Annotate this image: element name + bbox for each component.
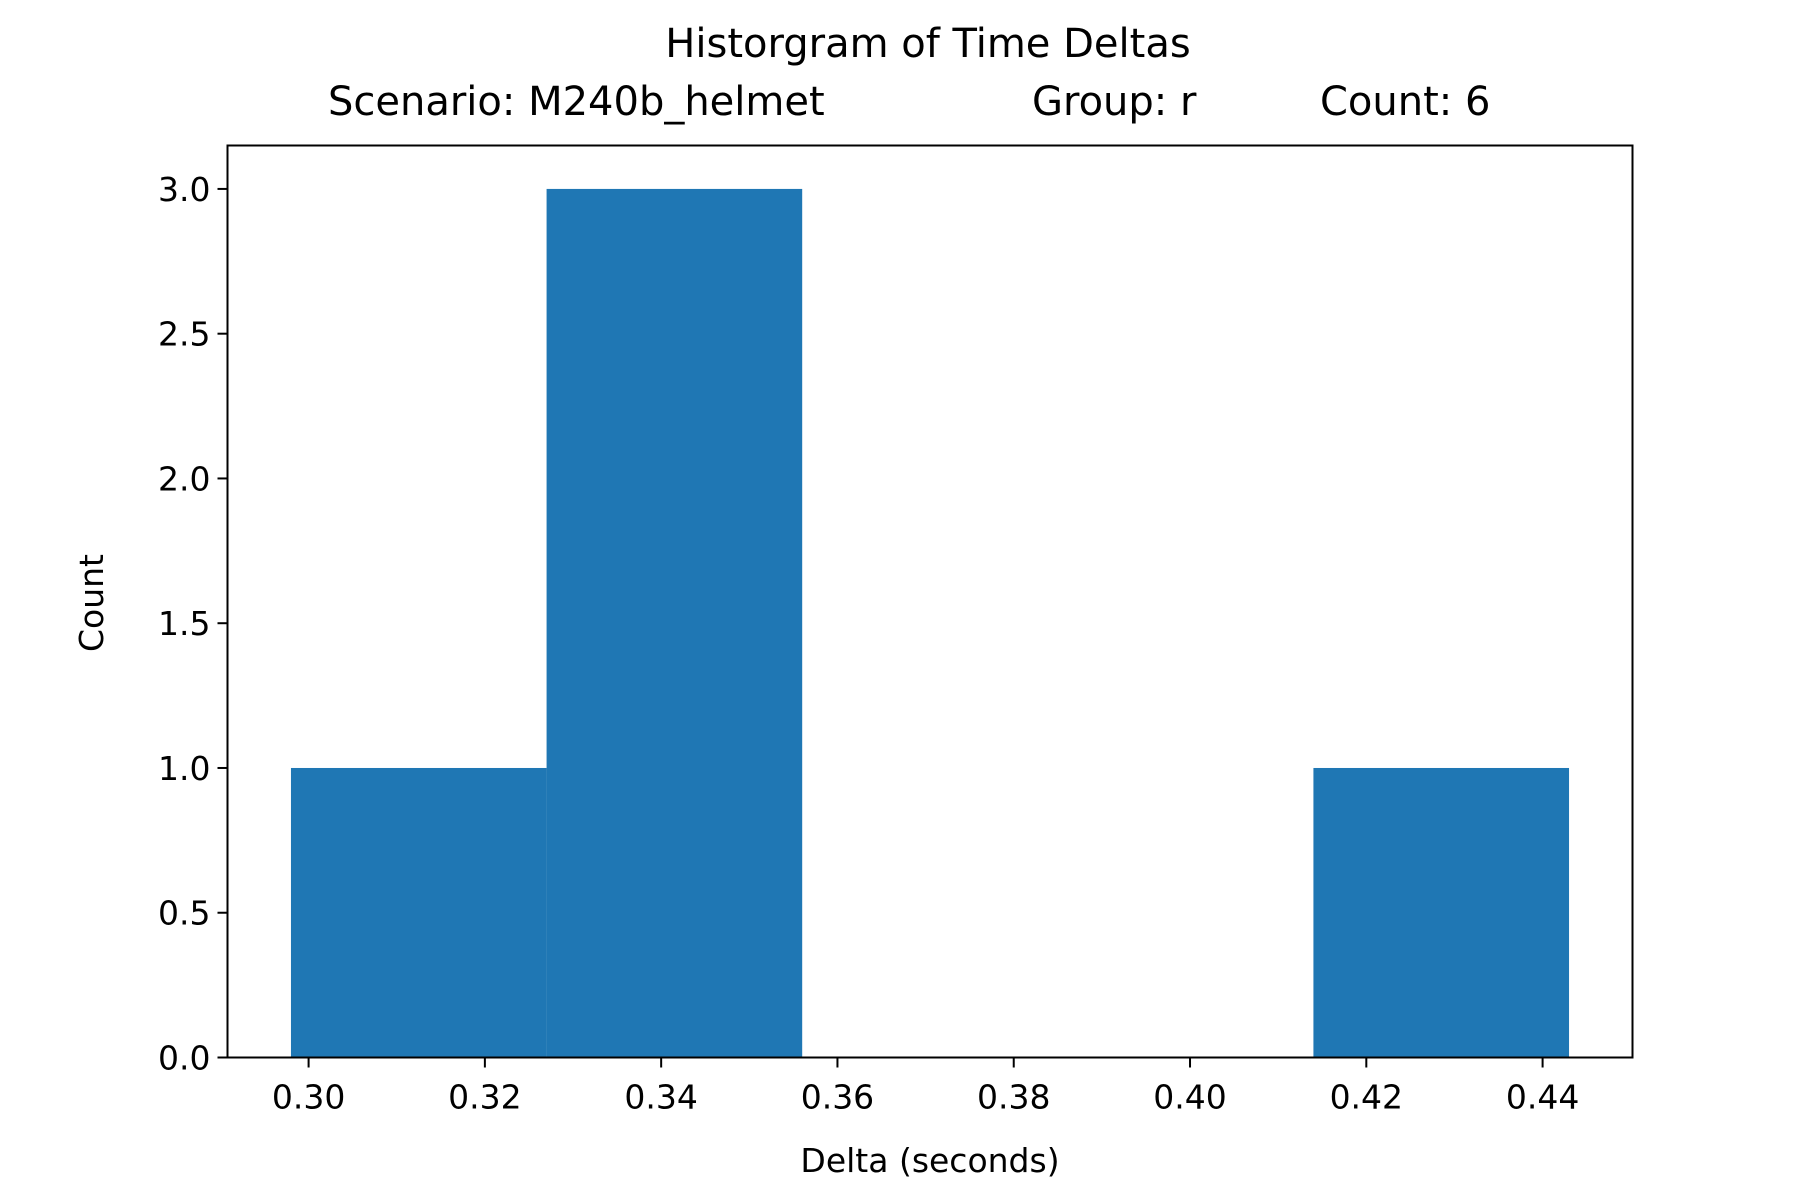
x-tick-label: 0.32 [448, 1078, 521, 1117]
x-tick-label: 0.34 [624, 1078, 697, 1117]
x-axis-ticks: 0.30 0.32 0.34 0.36 0.38 0.40 0.42 0.44 [272, 1057, 1579, 1117]
x-tick-label: 0.40 [1153, 1078, 1226, 1117]
chart-subtitle-count: Count: 6 [1320, 79, 1490, 125]
y-tick-label: 3.0 [158, 170, 210, 209]
y-tick-label: 1.0 [158, 749, 210, 788]
y-axis-label: Count [72, 554, 111, 652]
bars-group [290, 188, 1570, 1058]
y-tick-label: 1.5 [158, 604, 210, 643]
histogram-bar-1 [290, 767, 547, 1058]
x-tick-label: 0.36 [801, 1078, 874, 1117]
y-tick-label: 2.0 [158, 459, 210, 498]
y-tick-label: 0.0 [158, 1039, 210, 1078]
histogram-bar-2 [546, 188, 803, 1058]
chart-subtitle-group: Group: r [1032, 79, 1197, 125]
x-tick-label: 0.44 [1506, 1078, 1579, 1117]
chart-subtitle-scenario: Scenario: M240b_helmet [328, 79, 825, 125]
x-axis-label: Delta (seconds) [800, 1141, 1059, 1180]
y-tick-label: 2.5 [158, 315, 210, 354]
x-tick-label: 0.38 [977, 1078, 1050, 1117]
plot-frame [226, 144, 1634, 1059]
y-tick-label: 0.5 [158, 894, 210, 933]
chart-title: Historgram of Time Deltas [665, 21, 1190, 67]
histogram-bar-5 [1313, 767, 1570, 1058]
y-axis-ticks: 0.0 0.5 1.0 1.5 2.0 2.5 3.0 [158, 170, 228, 1078]
x-tick-label: 0.42 [1330, 1078, 1403, 1117]
x-tick-label: 0.30 [272, 1078, 345, 1117]
